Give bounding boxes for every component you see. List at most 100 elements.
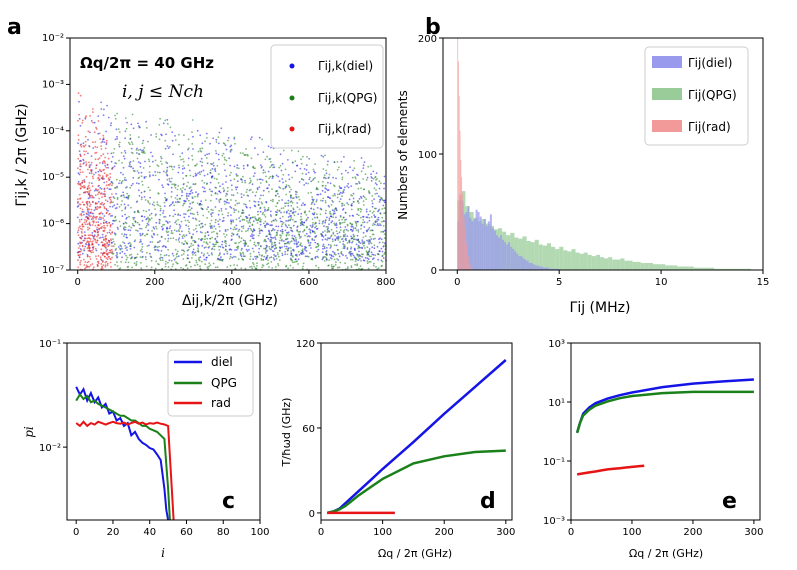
c-legend-label-diel: diel xyxy=(211,355,233,369)
a-scatter-point-Γij,k(QPG) xyxy=(118,141,121,144)
a-scatter-point-Γij,k(diel) xyxy=(87,138,89,141)
a-scatter-point-Γij,k(diel) xyxy=(304,249,307,251)
a-scatter-point-Γij,k(QPG) xyxy=(214,167,217,170)
a-scatter-point-Γij,k(QPG) xyxy=(381,264,383,267)
a-scatter-point-Γij,k(QPG) xyxy=(231,232,234,235)
a-scatter-point-Γij,k(rad) xyxy=(90,172,93,175)
a-scatter-point-Γij,k(QPG) xyxy=(153,249,156,251)
a-scatter-point-Γij,k(rad) xyxy=(77,234,80,237)
a-scatter-point-Γij,k(QPG) xyxy=(340,252,342,254)
a-scatter-point-Γij,k(QPG) xyxy=(244,242,247,245)
a-scatter-point-Γij,k(diel) xyxy=(293,239,296,242)
a-scatter-point-Γij,k(diel) xyxy=(296,164,298,167)
a-scatter-point-Γij,k(diel) xyxy=(132,127,135,130)
a-scatter-point-Γij,k(rad) xyxy=(101,175,104,178)
a-scatter-point-Γij,k(diel) xyxy=(178,166,181,169)
a-scatter-point-Γij,k(QPG) xyxy=(174,186,177,189)
a-scatter-point-Γij,k(QPG) xyxy=(364,235,367,238)
a-scatter-point-Γij,k(QPG) xyxy=(159,219,161,221)
a-scatter-point-Γij,k(diel) xyxy=(238,217,241,219)
a-scatter-point-Γij,k(QPG) xyxy=(343,221,346,224)
a-scatter-point-Γij,k(diel) xyxy=(303,184,306,186)
b-bar-Γij(QPG) xyxy=(681,266,686,270)
a-scatter-point-Γij,k(diel) xyxy=(297,213,300,216)
a-scatter-point-Γij,k(diel) xyxy=(163,216,166,218)
a-scatter-point-Γij,k(diel) xyxy=(252,258,255,261)
a-scatter-point-Γij,k(diel) xyxy=(307,242,310,244)
a-scatter-point-Γij,k(diel) xyxy=(252,234,255,237)
a-scatter-point-Γij,k(QPG) xyxy=(178,143,180,146)
a-scatter-point-Γij,k(QPG) xyxy=(346,224,349,227)
a-scatter-point-Γij,k(QPG) xyxy=(288,242,290,245)
a-scatter-point-Γij,k(diel) xyxy=(296,202,299,204)
a-scatter-point-Γij,k(diel) xyxy=(355,243,358,246)
a-scatter-point-Γij,k(rad) xyxy=(89,203,92,206)
a-scatter-point-Γij,k(diel) xyxy=(106,104,108,107)
a-scatter-point-Γij,k(diel) xyxy=(336,236,338,239)
a-scatter-point-Γij,k(diel) xyxy=(126,249,128,252)
a-scatter-point-Γij,k(QPG) xyxy=(241,209,244,212)
a-scatter-point-Γij,k(diel) xyxy=(107,166,109,169)
a-scatter-point-Γij,k(QPG) xyxy=(174,248,177,251)
a-x-tick-label: 200 xyxy=(145,277,164,288)
a-scatter-point-Γij,k(diel) xyxy=(308,178,311,181)
a-scatter-point-Γij,k(diel) xyxy=(375,183,378,186)
a-scatter-point-Γij,k(diel) xyxy=(284,202,286,205)
a-scatter-point-Γij,k(QPG) xyxy=(177,218,179,221)
a-scatter-point-Γij,k(QPG) xyxy=(238,202,241,205)
a-scatter-point-Γij,k(rad) xyxy=(97,173,100,176)
a-scatter-point-Γij,k(diel) xyxy=(119,252,122,255)
a-scatter-point-Γij,k(QPG) xyxy=(123,226,126,229)
a-scatter-point-Γij,k(QPG) xyxy=(178,241,181,243)
a-scatter-point-Γij,k(diel) xyxy=(120,171,122,174)
c-lines xyxy=(75,386,175,521)
a-scatter-point-Γij,k(diel) xyxy=(320,154,323,157)
a-scatter-point-Γij,k(diel) xyxy=(202,254,205,257)
a-scatter-point-Γij,k(rad) xyxy=(79,203,82,206)
a-scatter-point-Γij,k(QPG) xyxy=(164,265,167,268)
a-scatter-point-Γij,k(diel) xyxy=(235,173,238,176)
a-scatter-point-Γij,k(diel) xyxy=(163,170,165,173)
b-bar-Γij(diel) xyxy=(528,263,531,270)
b-bar-Γij(QPG) xyxy=(534,239,539,270)
a-scatter-point-Γij,k(QPG) xyxy=(145,127,148,129)
a-scatter-point-Γij,k(QPG) xyxy=(368,226,371,229)
d-x-tick-label: 300 xyxy=(496,527,515,538)
a-scatter-point-Γij,k(QPG) xyxy=(197,247,199,250)
a-scatter-point-Γij,k(QPG) xyxy=(333,253,336,256)
a-scatter-point-Γij,k(diel) xyxy=(188,192,191,195)
a-scatter-point-Γij,k(diel) xyxy=(373,223,376,226)
a-scatter-point-Γij,k(diel) xyxy=(302,252,305,255)
a-scatter-point-Γij,k(QPG) xyxy=(229,255,232,258)
a-scatter-point-Γij,k(diel) xyxy=(157,249,160,252)
a-scatter-point-Γij,k(QPG) xyxy=(136,253,139,256)
a-scatter-point-Γij,k(QPG) xyxy=(383,244,385,247)
a-scatter-point-Γij,k(diel) xyxy=(109,215,112,217)
a-scatter-point-Γij,k(QPG) xyxy=(203,241,205,243)
a-scatter-point-Γij,k(QPG) xyxy=(168,221,171,223)
a-scatter-point-Γij,k(QPG) xyxy=(147,140,149,143)
a-scatter-point-Γij,k(QPG) xyxy=(273,219,275,222)
a-scatter-point-Γij,k(QPG) xyxy=(333,244,336,247)
a-scatter-point-Γij,k(diel) xyxy=(297,241,300,244)
a-scatter-point-Γij,k(rad) xyxy=(91,263,94,265)
b-bar-Γij(diel) xyxy=(477,212,480,270)
a-scatter-point-Γij,k(QPG) xyxy=(209,199,212,202)
a-scatter-point-Γij,k(diel) xyxy=(288,212,291,215)
a-scatter-point-Γij,k(QPG) xyxy=(297,150,300,153)
a-scatter-point-Γij,k(QPG) xyxy=(215,243,217,246)
a-scatter-point-Γij,k(QPG) xyxy=(182,204,184,207)
a-scatter-point-Γij,k(QPG) xyxy=(367,251,370,254)
a-scatter-point-Γij,k(QPG) xyxy=(234,204,237,207)
a-scatter-point-Γij,k(diel) xyxy=(251,233,253,236)
a-scatter-point-Γij,k(QPG) xyxy=(197,249,200,252)
a-y-tick-label: 10⁻² xyxy=(42,33,64,44)
a-scatter-point-Γij,k(QPG) xyxy=(354,177,357,180)
a-scatter-point-Γij,k(QPG) xyxy=(262,222,265,225)
a-scatter-point-Γij,k(diel) xyxy=(143,216,146,218)
a-scatter-point-Γij,k(diel) xyxy=(171,131,174,134)
a-scatter-point-Γij,k(QPG) xyxy=(353,160,355,162)
a-scatter-point-Γij,k(QPG) xyxy=(328,205,331,208)
a-scatter-point-Γij,k(QPG) xyxy=(285,265,287,268)
